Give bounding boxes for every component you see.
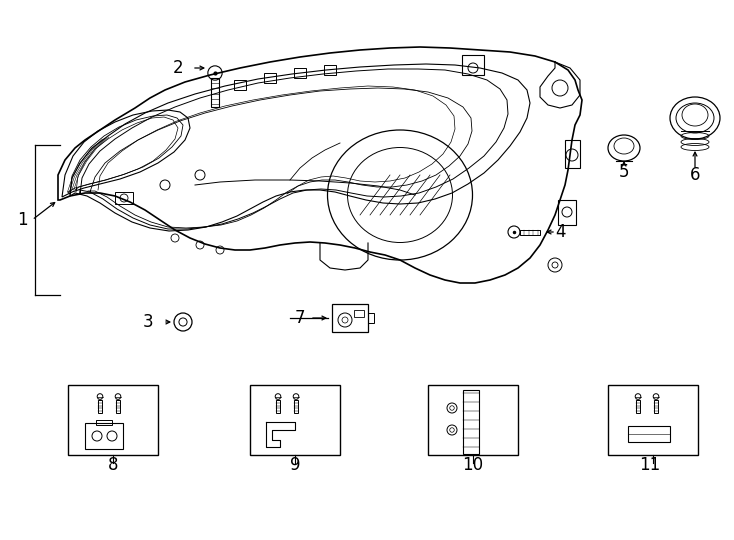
Text: 7: 7 [295,309,305,327]
Bar [428,385,518,455]
Bar [628,426,670,442]
Bar [294,68,306,78]
Bar [463,390,479,454]
Bar [354,310,364,317]
Bar [636,400,641,413]
Bar [565,140,580,168]
Bar [275,400,280,413]
Bar [368,313,374,323]
Bar [115,192,133,204]
Bar [608,385,698,455]
Bar [96,420,112,425]
Bar [294,400,299,413]
Text: 11: 11 [639,456,661,474]
Text: 8: 8 [108,456,118,474]
Bar [234,80,246,90]
Text: 10: 10 [462,456,484,474]
Text: 2: 2 [172,59,184,77]
Bar [264,73,276,83]
Text: 5: 5 [619,163,629,181]
Text: 3: 3 [142,313,153,331]
Text: 6: 6 [690,166,700,184]
Bar [250,385,340,455]
Bar [558,200,576,225]
Bar [520,230,540,234]
Bar [462,55,484,75]
Bar [115,400,120,413]
Bar [98,400,103,413]
Bar [211,78,219,106]
Bar [653,400,658,413]
Text: 1: 1 [17,211,27,229]
Bar [332,304,368,332]
Bar [324,65,336,75]
Bar [68,385,158,455]
Bar [85,423,123,449]
Text: 9: 9 [290,456,300,474]
Text: 4: 4 [555,223,565,241]
